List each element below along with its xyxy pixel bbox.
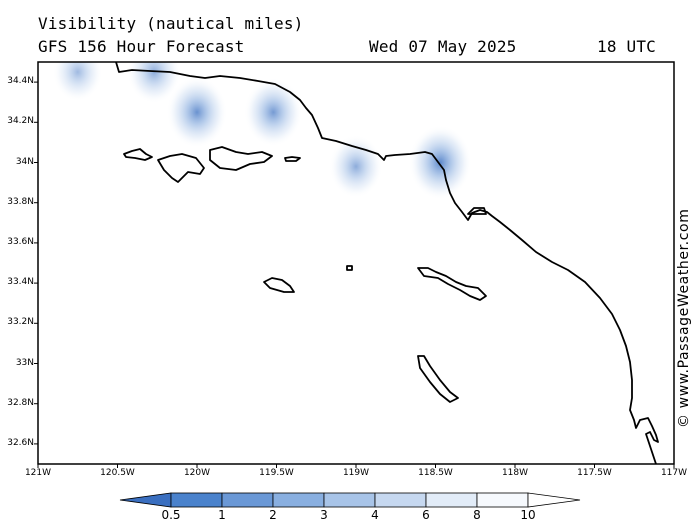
colorbar-label: 10 [520, 508, 536, 522]
forecast-label: GFS 156 Hour Forecast [38, 37, 245, 56]
low-visibility-area [244, 77, 303, 147]
lat-tick-label: 33.4N [7, 277, 34, 288]
lat-tick-label: 34.4N [7, 76, 34, 87]
lon-tick-label: 118.5W [418, 468, 453, 478]
lat-tick-label: 33N [15, 357, 34, 368]
lon-tick-label: 117W [660, 468, 688, 478]
colorbar-label: 8 [473, 508, 481, 522]
low-visibility-area [166, 76, 228, 149]
colorbar-label: 3 [320, 508, 328, 522]
santa-rosa-island [157, 153, 205, 183]
palos-verdes [467, 207, 487, 215]
colorbar-label: 0.5 [161, 508, 181, 522]
santa-catalina-island [417, 267, 487, 301]
lat-tick-label: 32.8N [7, 397, 34, 408]
lat-tick-label: 34.2N [7, 116, 34, 127]
santa-barbara-island [346, 265, 353, 271]
mainland-coastline [115, 62, 659, 464]
lon-tick-label: 119W [342, 468, 370, 478]
low-visibility-areas [52, 62, 472, 200]
lon-tick-label: 120W [183, 468, 211, 478]
santa-cruz-island [209, 146, 273, 171]
coastline [115, 62, 659, 464]
lat-tick-label: 33.8N [7, 196, 34, 207]
forecast-time: 18 UTC [597, 37, 656, 56]
san-clemente-island [417, 355, 459, 403]
colorbar-label: 2 [269, 508, 277, 522]
lon-tick-label: 117.5W [577, 468, 612, 478]
credit-text: © www.PassageWeather.com [676, 208, 692, 428]
lat-tick-label: 33.2N [7, 317, 34, 328]
san-nicolas-island [263, 277, 295, 293]
map-frame [37, 61, 675, 465]
colorbar-label: 1 [218, 508, 226, 522]
chart-title: Visibility (nautical miles) [38, 14, 304, 33]
colorbar-label: 6 [422, 508, 430, 522]
forecast-date: Wed 07 May 2025 [369, 37, 517, 56]
lon-tick-label: 121W [24, 468, 52, 478]
low-visibility-area [408, 125, 472, 200]
anacapa-island [284, 156, 301, 162]
lat-tick-label: 32.6N [7, 437, 34, 448]
lat-tick-label: 33.6N [7, 236, 34, 247]
low-visibility-area [329, 134, 383, 199]
colorbar-label: 4 [371, 508, 379, 522]
lat-tick-label: 34N [15, 156, 34, 167]
low-visibility-area [52, 62, 103, 102]
lon-tick-label: 120.5W [100, 468, 135, 478]
lon-tick-label: 118W [501, 468, 529, 478]
san-miguel-island [123, 148, 153, 161]
lon-tick-label: 119.5W [259, 468, 294, 478]
